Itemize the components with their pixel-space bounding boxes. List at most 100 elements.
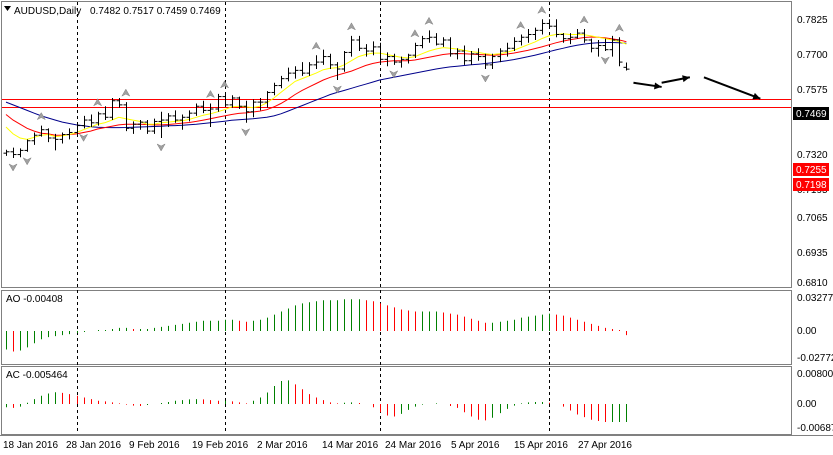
ac-tick: -0.00687 [797,423,833,434]
ohlc-bar [567,33,574,45]
ohlc-bar [52,133,59,151]
ohlc-bar [264,91,271,108]
ohlc-bar [215,93,222,112]
ohlc-bar [546,19,553,29]
level-tag-1 [793,163,829,176]
forecast-arrows [633,75,761,100]
ohlc-bar [151,118,158,134]
ohlc-bar [130,121,137,134]
moving-averages [5,33,627,140]
price-tick: 0.7825 [797,15,828,26]
fractal-up-icon [410,29,420,38]
ohlc-bar [165,113,172,127]
ohlc-bar [109,97,116,121]
ohlc-bar [271,82,278,96]
ohlc-bar [581,28,588,43]
fractal-up-icon [537,5,547,14]
fractal-down-icon [22,157,32,166]
ohlc-bar [609,35,616,57]
ohlc-bar [59,132,66,144]
ohlc-bar [123,102,130,132]
main-panel-frame [1,1,792,288]
ohlc-bar [236,96,243,110]
ohlc-bar [391,53,398,65]
fractal-up-icon [346,22,357,31]
fractal-up-icon [424,16,434,25]
ohlc-bar [348,35,355,57]
arrow-head-icon [654,82,662,90]
ohlc-bar [186,110,193,122]
ao-tick: -0.02772 [797,353,833,364]
ohlc-bar [313,55,320,69]
ohlc-bar [299,62,306,76]
current-price-tag [793,107,829,120]
fractal-markers [8,5,624,172]
ohlc-bar [320,49,327,65]
ao-title: AO -0.00408 [6,294,63,305]
arrow-shaft [703,76,761,100]
ma-slow-line [5,42,627,129]
arrow-head-icon [682,75,690,83]
ohlc-bar [356,35,363,52]
ohlc-bar [398,56,405,68]
ohlc-bar [179,114,186,130]
ohlc-bar [229,95,236,108]
ohlc-bar [285,67,292,82]
ohlc-bar [137,120,144,130]
ma-mid-line [5,36,627,136]
ohlc-bar [419,35,426,49]
ohlc-readout: 0.7482 0.7517 0.7459 0.7469 [90,6,221,17]
ohlc-bar [560,33,567,43]
collapse-triangle-icon[interactable] [4,6,11,11]
ohlc-bar [616,37,623,67]
price-tick: 0.6935 [797,248,828,259]
fractal-down-icon [480,74,491,83]
ohlc-bar [539,19,546,35]
fractal-up-icon [121,88,131,97]
time-label: 24 Mar 2016 [385,440,442,451]
ohlc-bar [363,44,370,57]
ohlc-bar [207,103,214,127]
ac-title: AC -0.005464 [6,370,68,381]
time-label: 14 Mar 2016 [322,440,379,451]
forecast-arrow [661,75,691,84]
fractal-up-icon [93,98,103,107]
ohlc-bar [475,48,482,61]
ohlc-bar [341,51,348,72]
fractal-up-icon [614,23,624,32]
ohlc-bar [377,42,384,65]
ohlc-bar [144,120,151,134]
ohlc-bar [17,148,24,158]
price-tick: 0.7065 [797,213,828,224]
time-label: 27 Apr 2016 [578,440,632,451]
ohlc-bar [525,28,532,43]
ohlc-bar [504,42,511,57]
price-tick: 0.7700 [797,50,828,61]
ohlc-bar [595,40,602,57]
level-tag-2 [793,178,829,191]
ohlc-bar [10,147,17,158]
ohlc-bar [74,122,81,136]
ohlc-bar [200,100,207,114]
fractal-up-icon [516,20,526,30]
current-price-label: 0.7469 [796,109,827,120]
ohlc-bar [454,48,461,60]
ohlc-bar [250,99,257,118]
ohlc-bar [31,132,38,145]
price-bars [3,19,630,158]
forecast-arrow [633,81,662,90]
ohlc-bar [482,53,489,69]
time-axis: 18 Jan 2016 28 Jan 2016 9 Feb 2016 19 Fe… [3,440,632,451]
ohlc-bar [384,52,391,67]
fractal-down-icon [389,70,399,79]
ohlc-bar [412,42,419,58]
ao-histogram [6,299,627,352]
fractal-up-icon [219,80,230,89]
fractal-down-icon [8,163,18,172]
ohlc-bar [158,111,165,138]
ohlc-bar [257,97,264,111]
ohlc-bar [95,111,102,126]
ohlc-bar [518,34,525,46]
